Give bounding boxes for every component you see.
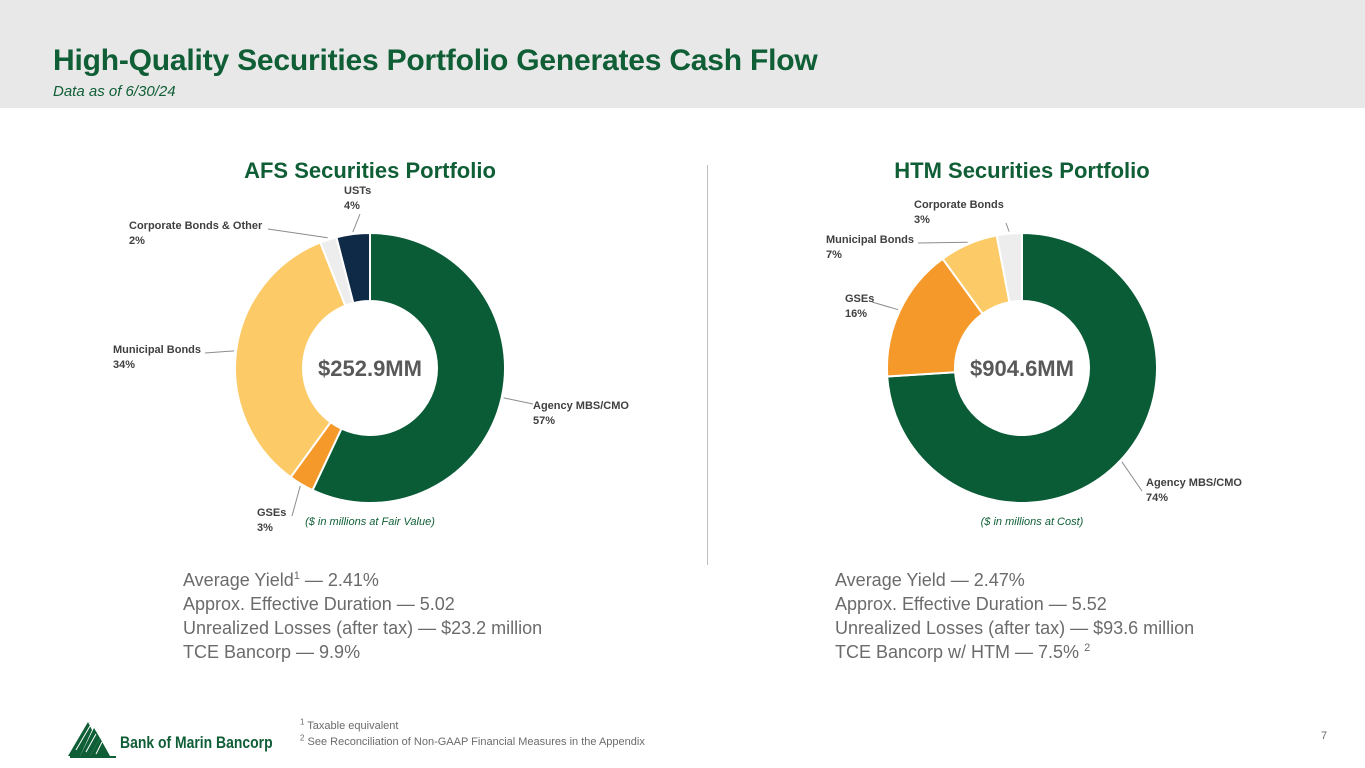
htm-slice-0 bbox=[886, 231, 1158, 504]
afs-slice-value-2: 34% bbox=[113, 359, 135, 371]
htm-slice-label-3: Corporate Bonds bbox=[914, 199, 1004, 211]
afs-slice-2 bbox=[234, 241, 347, 479]
afs-stats: Average Yield1 — 2.41% Approx. Effective… bbox=[183, 568, 542, 664]
footnote-1: 1 Taxable equivalent bbox=[300, 717, 399, 732]
htm-slice-value-2: 7% bbox=[826, 249, 842, 261]
htm-yield: Average Yield — 2.47% bbox=[835, 570, 1025, 590]
htm-slice-value-1: 16% bbox=[845, 308, 867, 320]
afs-losses: Unrealized Losses (after tax) — $23.2 mi… bbox=[183, 618, 543, 638]
afs-slice-label-1: GSEs bbox=[257, 507, 286, 519]
afs-center-total: $252.9MM bbox=[318, 356, 422, 381]
afs-slice-4 bbox=[335, 231, 371, 305]
footnotes: 1 Taxable equivalent 2 See Reconciliatio… bbox=[300, 718, 645, 750]
bank-logo-icon bbox=[68, 722, 116, 758]
htm-tce: TCE Bancorp w/ HTM — 7.5% 2 bbox=[835, 642, 1091, 662]
afs-leader-line-1 bbox=[291, 485, 301, 517]
htm-slice-value-3: 3% bbox=[914, 214, 930, 226]
afs-leader-line-3 bbox=[267, 228, 328, 239]
htm-leader-line-0 bbox=[1121, 461, 1143, 492]
afs-slice-label-0: Agency MBS/CMO bbox=[533, 400, 629, 412]
afs-slice-value-0: 57% bbox=[533, 415, 555, 427]
afs-slice-value-4: 4% bbox=[344, 200, 360, 212]
htm-slice-label-1: GSEs bbox=[845, 293, 874, 305]
afs-leader-line-0 bbox=[503, 397, 534, 405]
afs-tce: TCE Bancorp — 9.9% bbox=[183, 642, 361, 662]
afs-slice-value-1: 3% bbox=[257, 522, 273, 534]
htm-slice-3 bbox=[995, 231, 1023, 304]
htm-center-total: $904.6MM bbox=[970, 356, 1074, 381]
htm-chart-title: HTM Securities Portfolio bbox=[894, 158, 1149, 183]
afs-chart-title: AFS Securities Portfolio bbox=[244, 158, 496, 183]
htm-slice-value-0: 74% bbox=[1146, 492, 1168, 504]
htm-slice-label-2: Municipal Bonds bbox=[826, 234, 914, 246]
htm-slice-label-0: Agency MBS/CMO bbox=[1146, 477, 1242, 489]
logo-text: Bank of Marin Bancorp bbox=[120, 733, 273, 752]
htm-slice-1 bbox=[886, 257, 985, 378]
afs-duration: Approx. Effective Duration — 5.02 bbox=[183, 594, 455, 614]
afs-yield: Average Yield1 — 2.41% bbox=[183, 570, 379, 590]
htm-leader-line-3 bbox=[1005, 222, 1010, 232]
page-number: 7 bbox=[1321, 730, 1328, 742]
divider bbox=[707, 165, 708, 565]
afs-slice-label-2: Municipal Bonds bbox=[113, 344, 201, 356]
htm-losses: Unrealized Losses (after tax) — $93.6 mi… bbox=[835, 618, 1195, 638]
page-title: High-Quality Securities Portfolio Genera… bbox=[53, 44, 818, 77]
afs-slice-value-3: 2% bbox=[129, 235, 145, 247]
afs-leader-line-2 bbox=[204, 350, 235, 354]
afs-slice-label-4: USTs bbox=[344, 185, 371, 197]
header-band bbox=[0, 0, 1365, 108]
footnote-2: 2 See Reconciliation of Non-GAAP Financi… bbox=[300, 733, 645, 748]
afs-slice-label-3: Corporate Bonds & Other bbox=[129, 220, 263, 232]
htm-stats: Average Yield — 2.47% Approx. Effective … bbox=[835, 568, 1194, 664]
htm-leader-line-2 bbox=[917, 241, 968, 244]
page-subtitle: Data as of 6/30/24 bbox=[53, 83, 176, 100]
htm-chart-note: ($ in millions at Cost) bbox=[981, 516, 1084, 528]
htm-leader-line-1 bbox=[871, 301, 899, 311]
afs-slice-0 bbox=[311, 231, 506, 504]
afs-leader-line-4 bbox=[352, 213, 361, 233]
afs-chart-note: ($ in millions at Fair Value) bbox=[305, 516, 435, 528]
htm-duration: Approx. Effective Duration — 5.52 bbox=[835, 594, 1107, 614]
